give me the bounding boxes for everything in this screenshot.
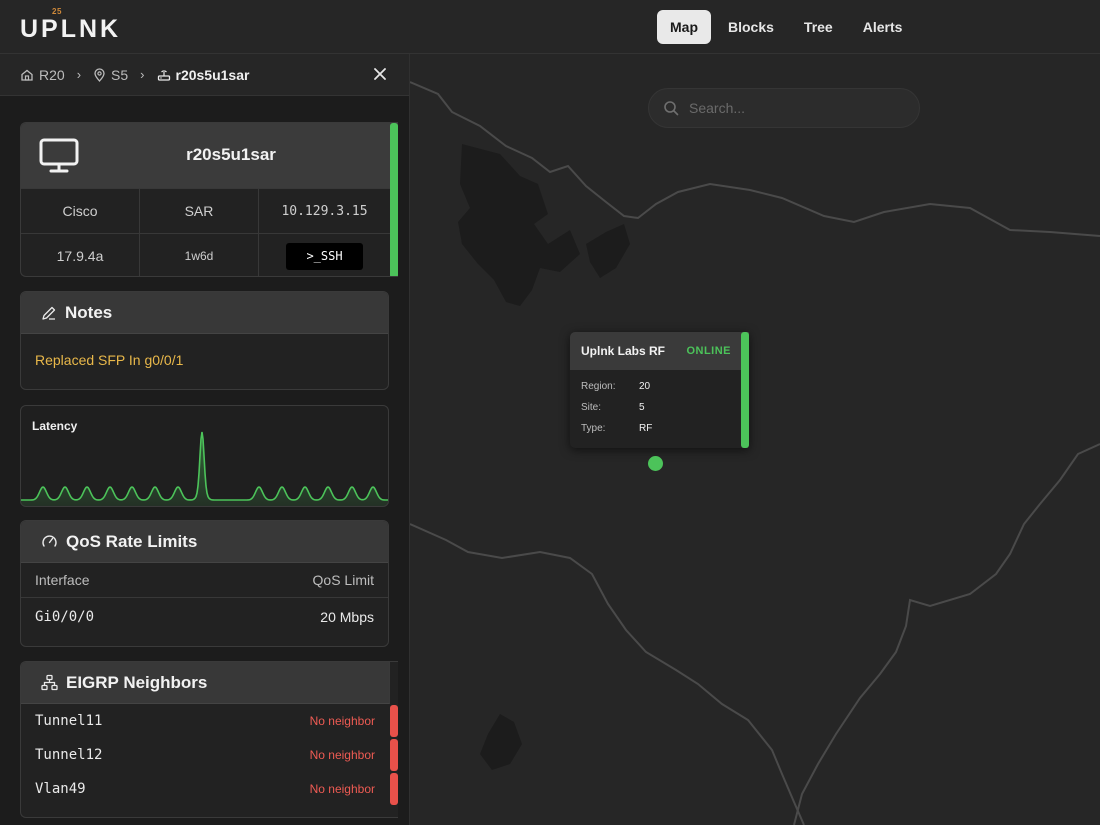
popup-title: Uplnk Labs RF: [581, 344, 666, 358]
popup-field-value: 20: [639, 381, 651, 392]
eigrp-status: No neighbor: [309, 782, 375, 796]
popup-field-value: 5: [639, 402, 645, 413]
site-popup[interactable]: Uplnk Labs RF ONLINE Region: 20 Site: 5 …: [570, 332, 749, 448]
eigrp-header: EIGRP Neighbors: [21, 662, 390, 704]
chevron-right-icon: ›: [140, 67, 145, 82]
notes-text[interactable]: Replaced SFP In g0/0/1: [35, 352, 184, 368]
monitor-icon: [39, 138, 79, 173]
eigrp-row[interactable]: Tunnel11 No neighbor: [21, 704, 398, 738]
notes-card: Notes Replaced SFP In g0/0/1: [20, 291, 389, 390]
device-sidebar: R20 › S5 › r20s5u1sar r20s5u1sar Cisco S…: [0, 54, 410, 825]
nav-map[interactable]: Map: [657, 10, 711, 44]
map-view[interactable]: Uplnk Labs RF ONLINE Region: 20 Site: 5 …: [410, 54, 1100, 825]
close-icon[interactable]: [372, 66, 388, 82]
qos-card: QoS Rate Limits Interface QoS Limit Gi0/…: [20, 520, 389, 647]
router-icon: [157, 69, 170, 81]
popup-field: Type: RF: [570, 418, 749, 439]
device-version: 17.9.4a: [21, 233, 140, 276]
device-header: r20s5u1sar: [21, 123, 398, 188]
qos-table-header: Interface QoS Limit: [21, 563, 388, 598]
qos-col-limit: QoS Limit: [312, 572, 374, 588]
qos-col-interface: Interface: [35, 572, 90, 588]
eigrp-interface: Tunnel12: [35, 747, 103, 763]
qos-limit: 20 Mbps: [320, 609, 374, 625]
eigrp-row[interactable]: Tunnel12 No neighbor: [21, 738, 398, 772]
pencil-icon: [42, 306, 56, 320]
breadcrumb-device-label: r20s5u1sar: [175, 66, 250, 83]
nav-blocks[interactable]: Blocks: [728, 19, 774, 35]
eigrp-interface: Vlan49: [35, 781, 86, 797]
main-nav: Map Blocks Tree Alerts: [657, 10, 915, 44]
ssh-button[interactable]: >_SSH: [286, 242, 363, 270]
device-info-grid: Cisco SAR 10.129.3.15 17.9.4a 1w6d >_SSH: [21, 188, 398, 276]
qos-header: QoS Rate Limits: [21, 521, 388, 563]
latency-sparkline: [21, 431, 388, 506]
breadcrumb-region[interactable]: R20: [20, 67, 65, 83]
app-logo[interactable]: 25 UPLNK: [20, 7, 120, 43]
breadcrumb-site-label: S5: [111, 66, 129, 83]
nav-alerts[interactable]: Alerts: [862, 19, 903, 35]
popup-header: Uplnk Labs RF ONLINE: [570, 332, 749, 370]
device-ip[interactable]: 10.129.3.15: [259, 188, 391, 233]
eigrp-interface: Tunnel11: [35, 713, 103, 729]
device-card: r20s5u1sar Cisco SAR 10.129.3.15 17.9.4a…: [20, 122, 398, 277]
eigrp-status: No neighbor: [309, 748, 375, 762]
popup-status-bar: [741, 332, 749, 448]
top-bar: 25 UPLNK Map Blocks Tree Alerts: [0, 0, 1100, 54]
search-input[interactable]: [689, 100, 899, 116]
popup-status-badge: ONLINE: [686, 345, 731, 357]
network-icon: [41, 674, 58, 691]
qos-title: QoS Rate Limits: [66, 531, 198, 551]
popup-field-value: RF: [639, 423, 653, 434]
popup-field: Site: 5: [570, 397, 749, 418]
breadcrumb-site[interactable]: S5: [93, 67, 128, 83]
eigrp-status-bar: [390, 773, 398, 805]
eigrp-title: EIGRP Neighbors: [66, 672, 208, 692]
device-uptime: 1w6d: [140, 233, 259, 276]
eigrp-status-bar: [390, 705, 398, 737]
logo-superscript: 25: [52, 7, 62, 16]
home-icon: [21, 69, 33, 81]
eigrp-row[interactable]: Vlan49 No neighbor: [21, 772, 398, 806]
notes-title: Notes: [65, 302, 113, 322]
popup-field-label: Region:: [581, 381, 616, 392]
nav-tree[interactable]: Tree: [803, 19, 833, 35]
popup-field-label: Site:: [581, 402, 602, 413]
qos-interface: Gi0/0/0: [35, 609, 95, 625]
logo-text: UPLNK: [20, 15, 122, 43]
chevron-right-icon: ›: [76, 67, 82, 82]
breadcrumb-device: r20s5u1sar: [157, 66, 250, 83]
latency-card: Latency: [20, 405, 389, 507]
search-bar[interactable]: [648, 88, 920, 128]
qos-row: Gi0/0/0 20 Mbps: [21, 598, 388, 636]
device-name: r20s5u1sar: [186, 145, 276, 164]
site-marker[interactable]: [648, 456, 663, 471]
notes-header: Notes: [21, 292, 388, 334]
device-role: SAR: [140, 188, 259, 233]
device-status-bar: [390, 123, 398, 276]
breadcrumb-region-label: R20: [39, 66, 65, 83]
map-pin-icon: [94, 67, 105, 82]
ssh-cell: >_SSH: [259, 233, 391, 276]
map-boundaries: [410, 81, 1100, 825]
device-vendor: Cisco: [21, 188, 140, 233]
gauge-icon: [42, 535, 57, 547]
eigrp-status: No neighbor: [309, 714, 375, 728]
eigrp-status-bar: [390, 739, 398, 771]
breadcrumb: R20 › S5 › r20s5u1sar: [0, 54, 409, 96]
eigrp-card: EIGRP Neighbors Tunnel11 No neighbor Tun…: [20, 661, 398, 818]
popup-field-label: Type:: [581, 423, 606, 434]
popup-field: Region: 20: [570, 376, 749, 397]
latency-title: Latency: [32, 419, 78, 433]
search-icon: [664, 101, 679, 116]
